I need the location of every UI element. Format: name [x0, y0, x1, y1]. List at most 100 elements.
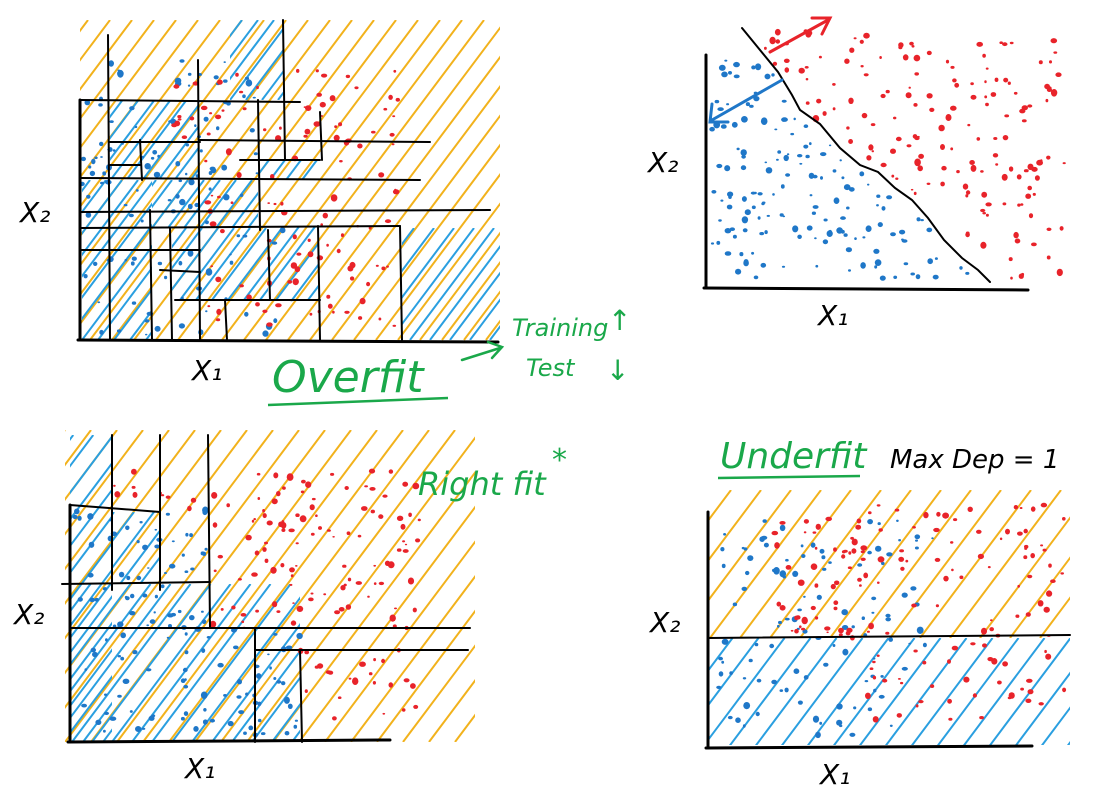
red-point [1043, 606, 1050, 613]
blue-hatch-line-region [152, 180, 258, 228]
blue-point [99, 329, 104, 335]
blue-point [783, 154, 789, 162]
orange-hatch-line [428, 679, 475, 742]
blue-point [117, 69, 124, 78]
red-point [1046, 255, 1051, 260]
blue-point [848, 187, 855, 192]
red-point [979, 716, 984, 720]
red-point [1059, 226, 1064, 231]
blue-point [187, 203, 193, 210]
blue-hatch-line [781, 638, 864, 745]
blue-point [180, 716, 185, 721]
blue-point [910, 272, 915, 276]
red-point [295, 513, 300, 517]
blue-point [761, 202, 765, 206]
red-point [952, 78, 957, 83]
red-point [977, 553, 985, 560]
blue-point [281, 681, 286, 686]
blue-point [116, 329, 122, 333]
orange-hatch-line [65, 430, 66, 432]
red-point [1062, 517, 1066, 521]
blue-point [94, 156, 98, 160]
blue-point [724, 228, 732, 234]
blue-point [728, 71, 732, 75]
blue-point [201, 610, 204, 613]
red-point [358, 316, 363, 320]
red-point [945, 59, 950, 64]
red-point [1046, 227, 1052, 231]
red-point [784, 67, 790, 73]
overfit-x-axis [76, 338, 500, 344]
red-point [1023, 169, 1029, 173]
blue-point [745, 102, 751, 107]
red-point [1026, 678, 1033, 683]
right-fit-x2-label: X₂ [12, 598, 44, 631]
red-point [279, 126, 282, 130]
blue-point [285, 645, 293, 650]
red-point [189, 116, 195, 121]
blue-hatch-line [97, 266, 152, 340]
orange-hatch-line [324, 540, 475, 742]
blue-point [815, 264, 819, 268]
blue-point [859, 171, 865, 177]
blue-point [167, 199, 172, 202]
red-point [308, 597, 314, 602]
blue-hatch-line [110, 100, 140, 140]
red-point [257, 497, 261, 500]
blue-point [144, 163, 151, 170]
right-fit-title: Right fit [418, 465, 547, 503]
blue-point [896, 519, 899, 522]
red-point [775, 39, 781, 44]
red-point [869, 667, 874, 670]
blue-point [877, 222, 883, 228]
blue-point [256, 673, 262, 679]
blue-point [164, 572, 167, 574]
blue-point [899, 229, 906, 235]
blue-point [803, 124, 809, 128]
red-point [370, 509, 375, 514]
blue-point [716, 240, 721, 245]
blue-point [742, 677, 747, 680]
red-point [303, 134, 308, 138]
blue-hatch-line [0, 435, 13, 742]
blue-point [731, 121, 738, 128]
red-point [841, 554, 846, 559]
red-point [290, 620, 297, 626]
blue-hatch-line [291, 729, 300, 742]
blue-point [873, 688, 877, 693]
red-point [913, 54, 921, 62]
red-point [830, 583, 836, 590]
orange-hatch-line [80, 20, 265, 267]
blue-point [885, 613, 891, 618]
red-point [322, 212, 328, 219]
red-point [301, 479, 306, 484]
blue-point [728, 195, 732, 199]
red-point [220, 608, 224, 611]
blue-point [836, 703, 843, 710]
blue-point [118, 571, 125, 578]
red-point [866, 155, 872, 161]
blue-point [873, 248, 880, 254]
blue-point [833, 197, 840, 204]
blue-point [240, 193, 244, 197]
red-point [311, 497, 316, 501]
blue-point [932, 274, 939, 280]
blue-point [154, 528, 158, 531]
blue-point [171, 540, 175, 543]
red-point [981, 191, 988, 198]
blue-hatch-line [172, 228, 187, 249]
red-point [913, 103, 918, 107]
red-point [410, 683, 416, 689]
red-point [287, 280, 293, 284]
blue-hatch-line [82, 245, 152, 340]
blue-point [269, 666, 272, 670]
blue-point [843, 184, 851, 191]
red-point [967, 123, 971, 127]
blue-point [279, 227, 286, 234]
blue-point [165, 512, 170, 516]
blue-point [147, 567, 150, 569]
blue-point [793, 668, 800, 674]
orange-hatch-line [194, 430, 430, 742]
red-point [1002, 661, 1008, 667]
